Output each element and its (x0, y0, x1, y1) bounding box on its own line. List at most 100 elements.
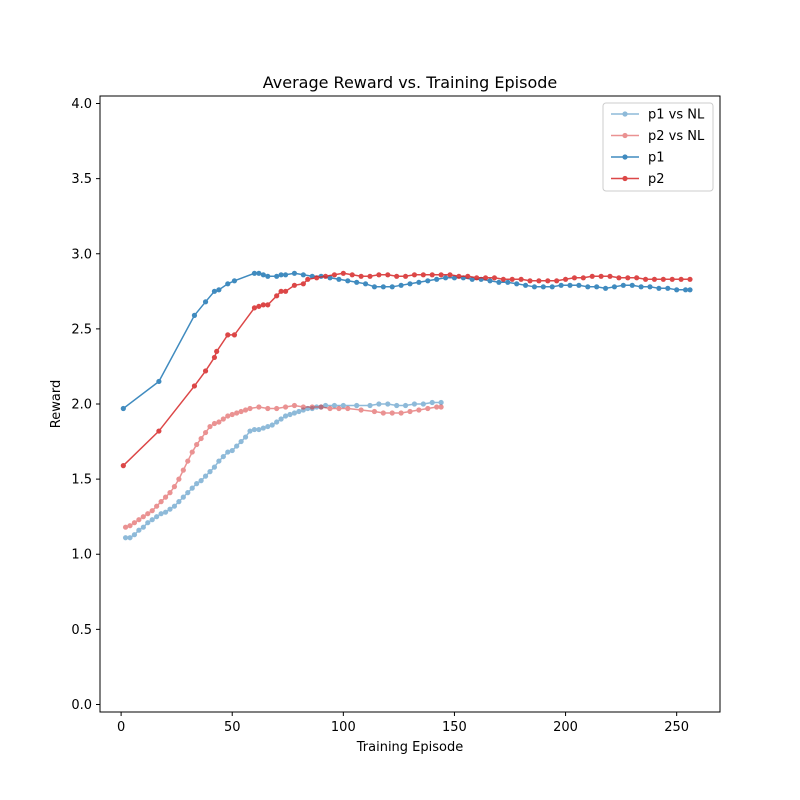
data-point-p1 (354, 279, 360, 285)
data-point-p1-vs-nl (234, 443, 240, 449)
data-point-p1 (665, 285, 671, 291)
series-p2 (120, 270, 693, 469)
data-point-p1-vs-nl (429, 399, 435, 406)
data-point-p2 (367, 273, 373, 279)
data-point-p2 (465, 273, 471, 279)
data-point-p2 (340, 270, 346, 276)
legend-label-p2-vs-nl: p2 vs NL (648, 129, 705, 144)
legend-item-p1-vs-nl: p1 vs NL (611, 108, 705, 123)
data-point-p1 (425, 278, 431, 284)
data-point-p2 (571, 275, 578, 281)
data-point-p1-vs-nl (420, 401, 426, 407)
data-point-p2-vs-nl (216, 419, 222, 425)
data-point-p1-vs-nl (411, 401, 418, 407)
y-tick-label: 0.5 (71, 623, 92, 638)
data-point-p1-vs-nl (331, 402, 338, 409)
data-point-p1-vs-nl (154, 514, 160, 520)
data-point-p1 (442, 275, 449, 281)
data-point-p2 (349, 272, 355, 278)
data-point-p1-vs-nl (354, 402, 360, 409)
data-point-p2-vs-nl (158, 499, 164, 505)
data-point-p2-vs-nl (318, 404, 324, 410)
legend-swatch-marker (622, 154, 628, 160)
x-tick-label: 0 (117, 720, 125, 735)
data-point-p1-vs-nl (202, 473, 209, 479)
x-tick-label: 100 (331, 720, 356, 735)
data-point-p1-vs-nl (402, 402, 409, 409)
legend-swatch-marker (622, 111, 628, 117)
data-point-p1 (260, 272, 266, 278)
data-point-p1 (638, 284, 644, 290)
data-point-p1-vs-nl (225, 449, 231, 455)
data-point-p1 (647, 284, 653, 290)
data-point-p1-vs-nl (145, 520, 151, 526)
data-point-p1-vs-nl (256, 426, 262, 433)
data-point-p1 (274, 273, 280, 279)
x-tick-label: 150 (442, 720, 467, 735)
data-point-p2-vs-nl (189, 449, 195, 455)
data-point-p2-vs-nl (145, 511, 151, 517)
data-point-p1-vs-nl (265, 423, 271, 430)
data-point-p1 (120, 405, 126, 412)
data-point-p1 (549, 284, 555, 290)
data-point-p1 (514, 281, 520, 287)
data-point-p2 (420, 272, 426, 278)
data-point-p2-vs-nl (229, 411, 235, 418)
data-point-p2-vs-nl (122, 524, 129, 530)
data-point-p2-vs-nl (416, 407, 422, 413)
data-point-p1 (585, 284, 591, 290)
data-point-p2 (527, 278, 533, 284)
data-point-p1-vs-nl (260, 425, 266, 431)
data-point-p1-vs-nl (122, 535, 129, 541)
data-point-p1 (416, 279, 422, 285)
x-tick-label: 250 (664, 720, 689, 735)
data-point-p2-vs-nl (198, 435, 204, 442)
data-point-p1 (300, 272, 306, 278)
data-point-p1 (371, 284, 378, 290)
data-point-p2 (518, 276, 524, 282)
data-point-p2 (376, 272, 382, 278)
data-point-p1 (487, 278, 493, 284)
series-p1-vs-nl (122, 399, 444, 541)
data-point-p2-vs-nl (140, 514, 146, 520)
data-point-p2 (456, 273, 462, 279)
legend-label-p1-vs-nl: p1 vs NL (648, 108, 705, 123)
data-point-p1-vs-nl (394, 402, 400, 409)
data-point-p2-vs-nl (407, 408, 413, 415)
legend-swatch-marker (622, 132, 628, 139)
data-point-p2-vs-nl (327, 405, 333, 412)
data-point-p1 (156, 378, 162, 385)
data-point-p1 (211, 288, 218, 294)
data-point-p2-vs-nl (127, 523, 133, 529)
data-point-p1 (656, 285, 662, 291)
data-point-p1-vs-nl (136, 527, 142, 533)
data-point-p2 (625, 275, 631, 281)
data-point-p1 (225, 281, 231, 287)
data-point-p2-vs-nl (225, 413, 231, 419)
data-point-p2 (651, 276, 658, 282)
data-point-p2 (322, 273, 329, 279)
data-point-p2 (634, 275, 640, 281)
data-point-p2-vs-nl (194, 441, 200, 448)
data-point-p2-vs-nl (300, 404, 306, 410)
data-point-p2-vs-nl (389, 410, 395, 416)
data-point-p2 (274, 293, 280, 299)
data-point-p1-vs-nl (207, 469, 213, 475)
data-point-p2 (589, 273, 595, 279)
data-point-p2 (660, 276, 666, 282)
data-point-p1 (540, 284, 546, 290)
y-tick-label: 1.0 (71, 548, 92, 563)
data-point-p1 (282, 272, 289, 278)
data-point-p2 (300, 281, 306, 287)
data-point-p1-vs-nl (340, 402, 346, 409)
data-point-p1 (602, 285, 609, 291)
data-point-p1-vs-nl (438, 399, 444, 406)
data-point-p2 (500, 276, 506, 282)
data-point-p1-vs-nl (274, 419, 280, 425)
data-point-p2 (616, 275, 622, 281)
data-point-p1 (434, 276, 440, 282)
data-point-p2-vs-nl (154, 503, 160, 509)
data-point-p2-vs-nl (207, 423, 213, 430)
data-point-p2-vs-nl (234, 410, 240, 416)
data-point-p1-vs-nl (185, 490, 191, 496)
